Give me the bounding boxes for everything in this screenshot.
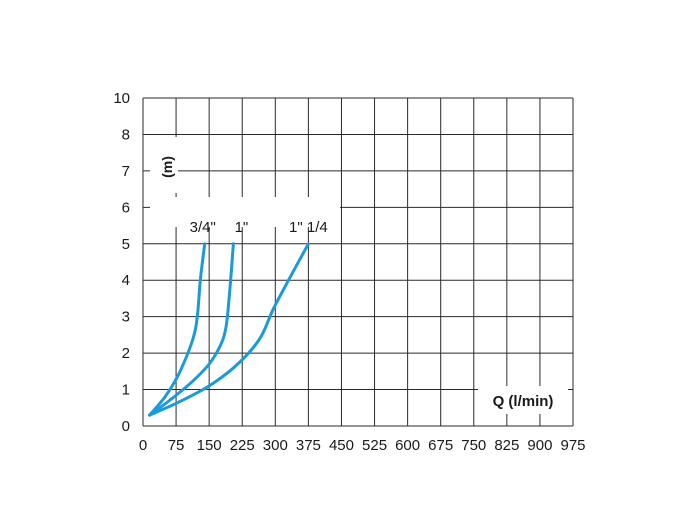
y-tick-label: 0 — [122, 418, 130, 435]
series-label: 1" 1/4 — [289, 219, 328, 236]
series-label: 1" — [235, 219, 249, 236]
x-tick-label: 525 — [362, 437, 387, 454]
series-line — [148, 242, 207, 417]
x-tick-label: 750 — [461, 437, 486, 454]
x-tick-label: 900 — [527, 437, 552, 454]
x-tick-labels: 0 75 150 225 300 375 450 525 600 675 750 825 900 975 — [139, 437, 586, 454]
x-tick-label: 675 — [428, 437, 453, 454]
xlabel-backdrop — [478, 386, 568, 414]
series-label: 3/4" — [190, 219, 216, 236]
y-tick-label: 10 — [113, 90, 130, 107]
x-tick-label: 375 — [296, 437, 321, 454]
y-tick-label: 7 — [122, 163, 130, 180]
x-tick-label: 150 — [197, 437, 222, 454]
y-tick-label: 5 — [122, 236, 130, 253]
series-label-backdrop — [150, 197, 340, 227]
y-axis-label: (m) — [159, 156, 175, 178]
x-tick-label: 0 — [139, 437, 147, 454]
y-tick-label: 4 — [122, 272, 130, 289]
x-tick-label: 825 — [494, 437, 519, 454]
y-tick-label: 6 — [122, 199, 130, 216]
x-tick-label: 450 — [329, 437, 354, 454]
x-axis-label: Q (l/min) — [493, 393, 554, 410]
series-labels: 3/4" 1" 1" 1/4 — [190, 219, 328, 236]
x-tick-label: 75 — [168, 437, 185, 454]
series-curves — [148, 242, 310, 417]
series-line — [148, 242, 235, 417]
y-tick-label: 3 — [122, 309, 130, 326]
x-tick-label: 975 — [560, 437, 585, 454]
y-tick-label: 8 — [122, 126, 130, 143]
y-tick-label: 1 — [122, 382, 130, 399]
grid — [142, 97, 574, 427]
ylabel-backdrop — [150, 137, 178, 193]
x-tick-label: 300 — [263, 437, 288, 454]
x-tick-label: 600 — [395, 437, 420, 454]
x-tick-label: 225 — [230, 437, 255, 454]
y-tick-labels: 0 1 2 3 4 5 6 7 8 10 — [113, 90, 130, 435]
series-line — [148, 242, 310, 417]
y-tick-label: 2 — [122, 345, 130, 362]
